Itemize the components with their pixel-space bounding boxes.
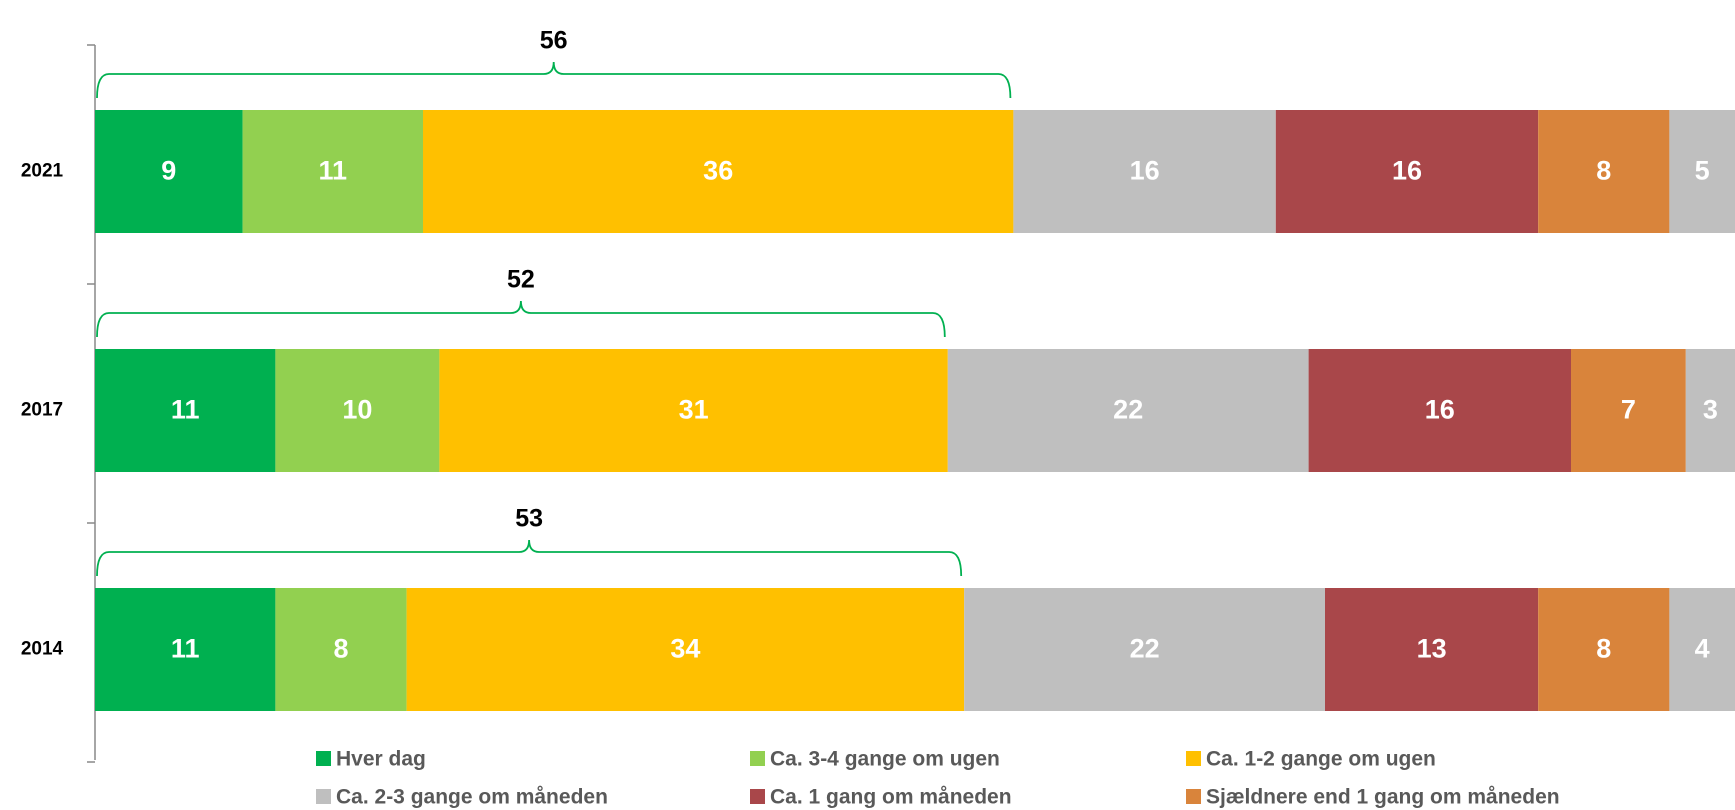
data-label: 9 [161,156,176,186]
legend-label: Hver dag [336,748,426,771]
bar-segment [95,110,243,233]
legend-label: Ca. 1 gang om måneden [770,786,1012,809]
data-label: 22 [1113,395,1143,425]
bar-segment [1275,110,1539,233]
bracket [96,61,1012,99]
data-label: 8 [1596,634,1611,664]
data-label: 11 [319,156,348,186]
data-label: 5 [1695,156,1710,186]
bracket-label: 52 [507,266,535,294]
data-label: 16 [1392,156,1422,186]
legend-label: Sjældnere end 1 gang om måneden [1206,786,1560,809]
category-label: 2021 [21,161,64,182]
data-label: 8 [1596,156,1611,186]
legend-label: Ca. 2-3 gange om måneden [336,786,608,809]
bar-segment [947,349,1309,472]
bar-segment [95,349,276,472]
legend-swatch [1186,789,1201,804]
bar-segment [1538,588,1670,711]
bar-segment [1669,588,1735,711]
bar-segment [242,110,423,233]
data-label: 3 [1703,395,1718,425]
bar-segment [1325,588,1539,711]
data-label: 36 [703,156,733,186]
legend-swatch [750,751,765,766]
bar-segment [275,588,407,711]
bar-segment [439,349,948,472]
data-label: 11 [171,634,200,664]
legend-label: Ca. 1-2 gange om ugen [1206,748,1436,771]
bracket [96,300,946,338]
category-label: 2014 [21,639,64,660]
category-label: 2017 [21,400,63,421]
bar-segment [1013,110,1276,233]
legend-label: Ca. 3-4 gange om ugen [770,748,1000,771]
bar-segment [964,588,1325,711]
data-label: 31 [679,395,709,425]
bar-segment [423,110,1014,233]
bracket-label: 53 [515,505,543,533]
bar-segment [275,349,440,472]
data-label: 7 [1621,395,1636,425]
data-label: 4 [1695,634,1710,664]
data-label: 8 [333,634,348,664]
legend-swatch [316,751,331,766]
data-label: 13 [1417,634,1447,664]
legend-swatch [1186,751,1201,766]
data-label: 22 [1130,634,1160,664]
bar-segment [1308,349,1571,472]
bar-segment [1669,110,1735,233]
data-label: 34 [670,634,700,664]
bracket [96,539,963,577]
bar-segment [95,588,276,711]
bar-segment [1571,349,1686,472]
legend-swatch [316,789,331,804]
data-label: 16 [1425,395,1455,425]
legend-swatch [750,789,765,804]
bar-segment [406,588,965,711]
bar-segment [1538,110,1670,233]
data-label: 16 [1130,156,1160,186]
data-label: 10 [342,395,372,425]
bracket-label: 56 [540,27,568,55]
bar-segment [1685,349,1735,472]
data-label: 11 [171,395,200,425]
